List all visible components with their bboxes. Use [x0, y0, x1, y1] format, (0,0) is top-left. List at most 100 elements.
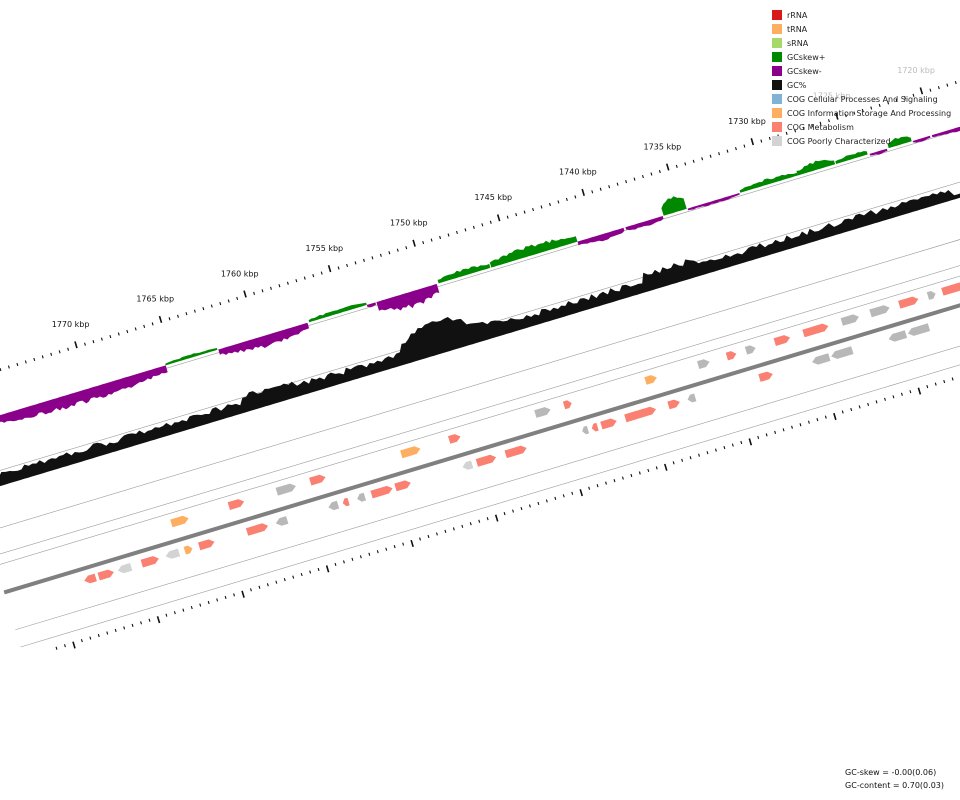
minor-tick: [549, 202, 551, 207]
scale-label: 1760 kbp: [221, 269, 259, 278]
minor-tick: [875, 400, 878, 404]
gc-skew-negative-area: [687, 193, 740, 211]
gene-track: [84, 282, 960, 584]
gene-forward: [504, 445, 527, 459]
gene-forward: [275, 483, 296, 496]
gc-skew-stat: GC-skew = -0.00(0.06): [845, 768, 937, 777]
minor-tick: [207, 600, 210, 605]
minor-tick: [249, 588, 252, 592]
minor-tick: [278, 284, 281, 288]
minor-tick: [731, 443, 734, 447]
minor-tick: [58, 350, 61, 354]
minor-tick: [684, 162, 687, 166]
minor-tick: [655, 466, 658, 470]
minor-tick: [621, 476, 624, 480]
minor-tick: [757, 435, 760, 440]
minor-tick: [630, 473, 633, 478]
gene-reverse: [328, 500, 340, 511]
minor-tick: [591, 190, 594, 194]
minor-tick: [55, 646, 58, 650]
gene-forward: [667, 399, 680, 410]
minor-tick: [165, 613, 168, 617]
minor-tick: [954, 80, 957, 85]
minor-tick: [506, 215, 509, 219]
minor-tick: [545, 499, 548, 503]
backbone-line: [3, 303, 960, 595]
minor-tick: [613, 479, 616, 483]
gc-content-stat: GC-content = 0.70(0.03): [845, 781, 944, 790]
minor-tick: [625, 180, 628, 184]
minor-tick: [430, 238, 433, 242]
gene-forward: [869, 305, 890, 318]
minor-tick: [92, 340, 95, 344]
minor-tick: [309, 570, 312, 574]
scale-label: 1735 kbp: [644, 142, 682, 151]
minor-tick: [97, 633, 100, 638]
legend-item: COG Poorly Characterized: [772, 134, 951, 148]
minor-tick: [134, 327, 137, 331]
minor-tick: [844, 114, 847, 118]
minor-tick: [596, 484, 599, 488]
minor-tick: [427, 534, 430, 539]
minor-tick: [807, 420, 810, 424]
minor-tick: [439, 235, 442, 240]
minor-tick: [638, 471, 641, 475]
track-guide-line: [0, 181, 960, 471]
gene-reverse: [888, 330, 908, 342]
minor-tick: [794, 129, 797, 133]
minor-tick: [946, 83, 949, 87]
minor-tick: [528, 504, 531, 508]
gene-reverse: [591, 422, 599, 432]
minor-tick: [472, 225, 475, 229]
minor-tick: [435, 532, 438, 536]
minor-tick: [140, 621, 143, 625]
minor-tick: [909, 390, 912, 394]
minor-tick: [692, 159, 695, 163]
legend-label: GCskew-: [787, 66, 822, 76]
gc-skew-negative-area: [931, 126, 960, 138]
minor-tick: [185, 312, 188, 316]
minor-tick: [292, 575, 295, 579]
minor-tick: [0, 367, 2, 372]
minor-tick: [402, 542, 405, 546]
minor-tick: [642, 174, 644, 179]
gc-skew-positive-area: [437, 263, 491, 284]
minor-tick: [80, 639, 83, 643]
gc-skew-track: [0, 126, 960, 423]
major-tick: [74, 341, 78, 349]
minor-tick: [672, 461, 675, 465]
genome-backbone: [3, 303, 960, 595]
minor-tick: [658, 169, 661, 174]
legend-label: COG Poorly Characterized: [787, 136, 891, 146]
minor-tick: [371, 256, 374, 260]
gene-forward: [97, 569, 114, 581]
minor-tick: [182, 608, 185, 612]
minor-tick: [951, 377, 954, 381]
minor-tick: [537, 501, 540, 506]
minor-tick: [151, 322, 154, 326]
scale-label: 1770 kbp: [52, 320, 90, 329]
gene-forward: [198, 539, 215, 551]
minor-tick: [216, 598, 219, 602]
major-tick: [917, 387, 922, 395]
major-tick: [156, 616, 161, 624]
minor-tick: [540, 205, 543, 209]
track-guide-line: [0, 239, 960, 529]
major-tick: [750, 138, 755, 146]
minor-tick: [346, 263, 349, 268]
minor-tick: [811, 124, 814, 128]
major-tick: [327, 265, 332, 273]
gene-forward: [400, 446, 421, 459]
gene-forward: [140, 556, 159, 568]
gc-content-track: [0, 190, 960, 487]
minor-tick: [173, 611, 176, 615]
minor-tick: [912, 93, 915, 97]
gc-skew-positive-area: [796, 159, 836, 176]
legend-swatch: [772, 80, 782, 90]
gene-forward: [758, 371, 773, 382]
gene-forward: [600, 418, 617, 430]
minor-tick: [419, 537, 421, 541]
major-tick: [664, 463, 668, 471]
minor-tick: [565, 197, 568, 202]
